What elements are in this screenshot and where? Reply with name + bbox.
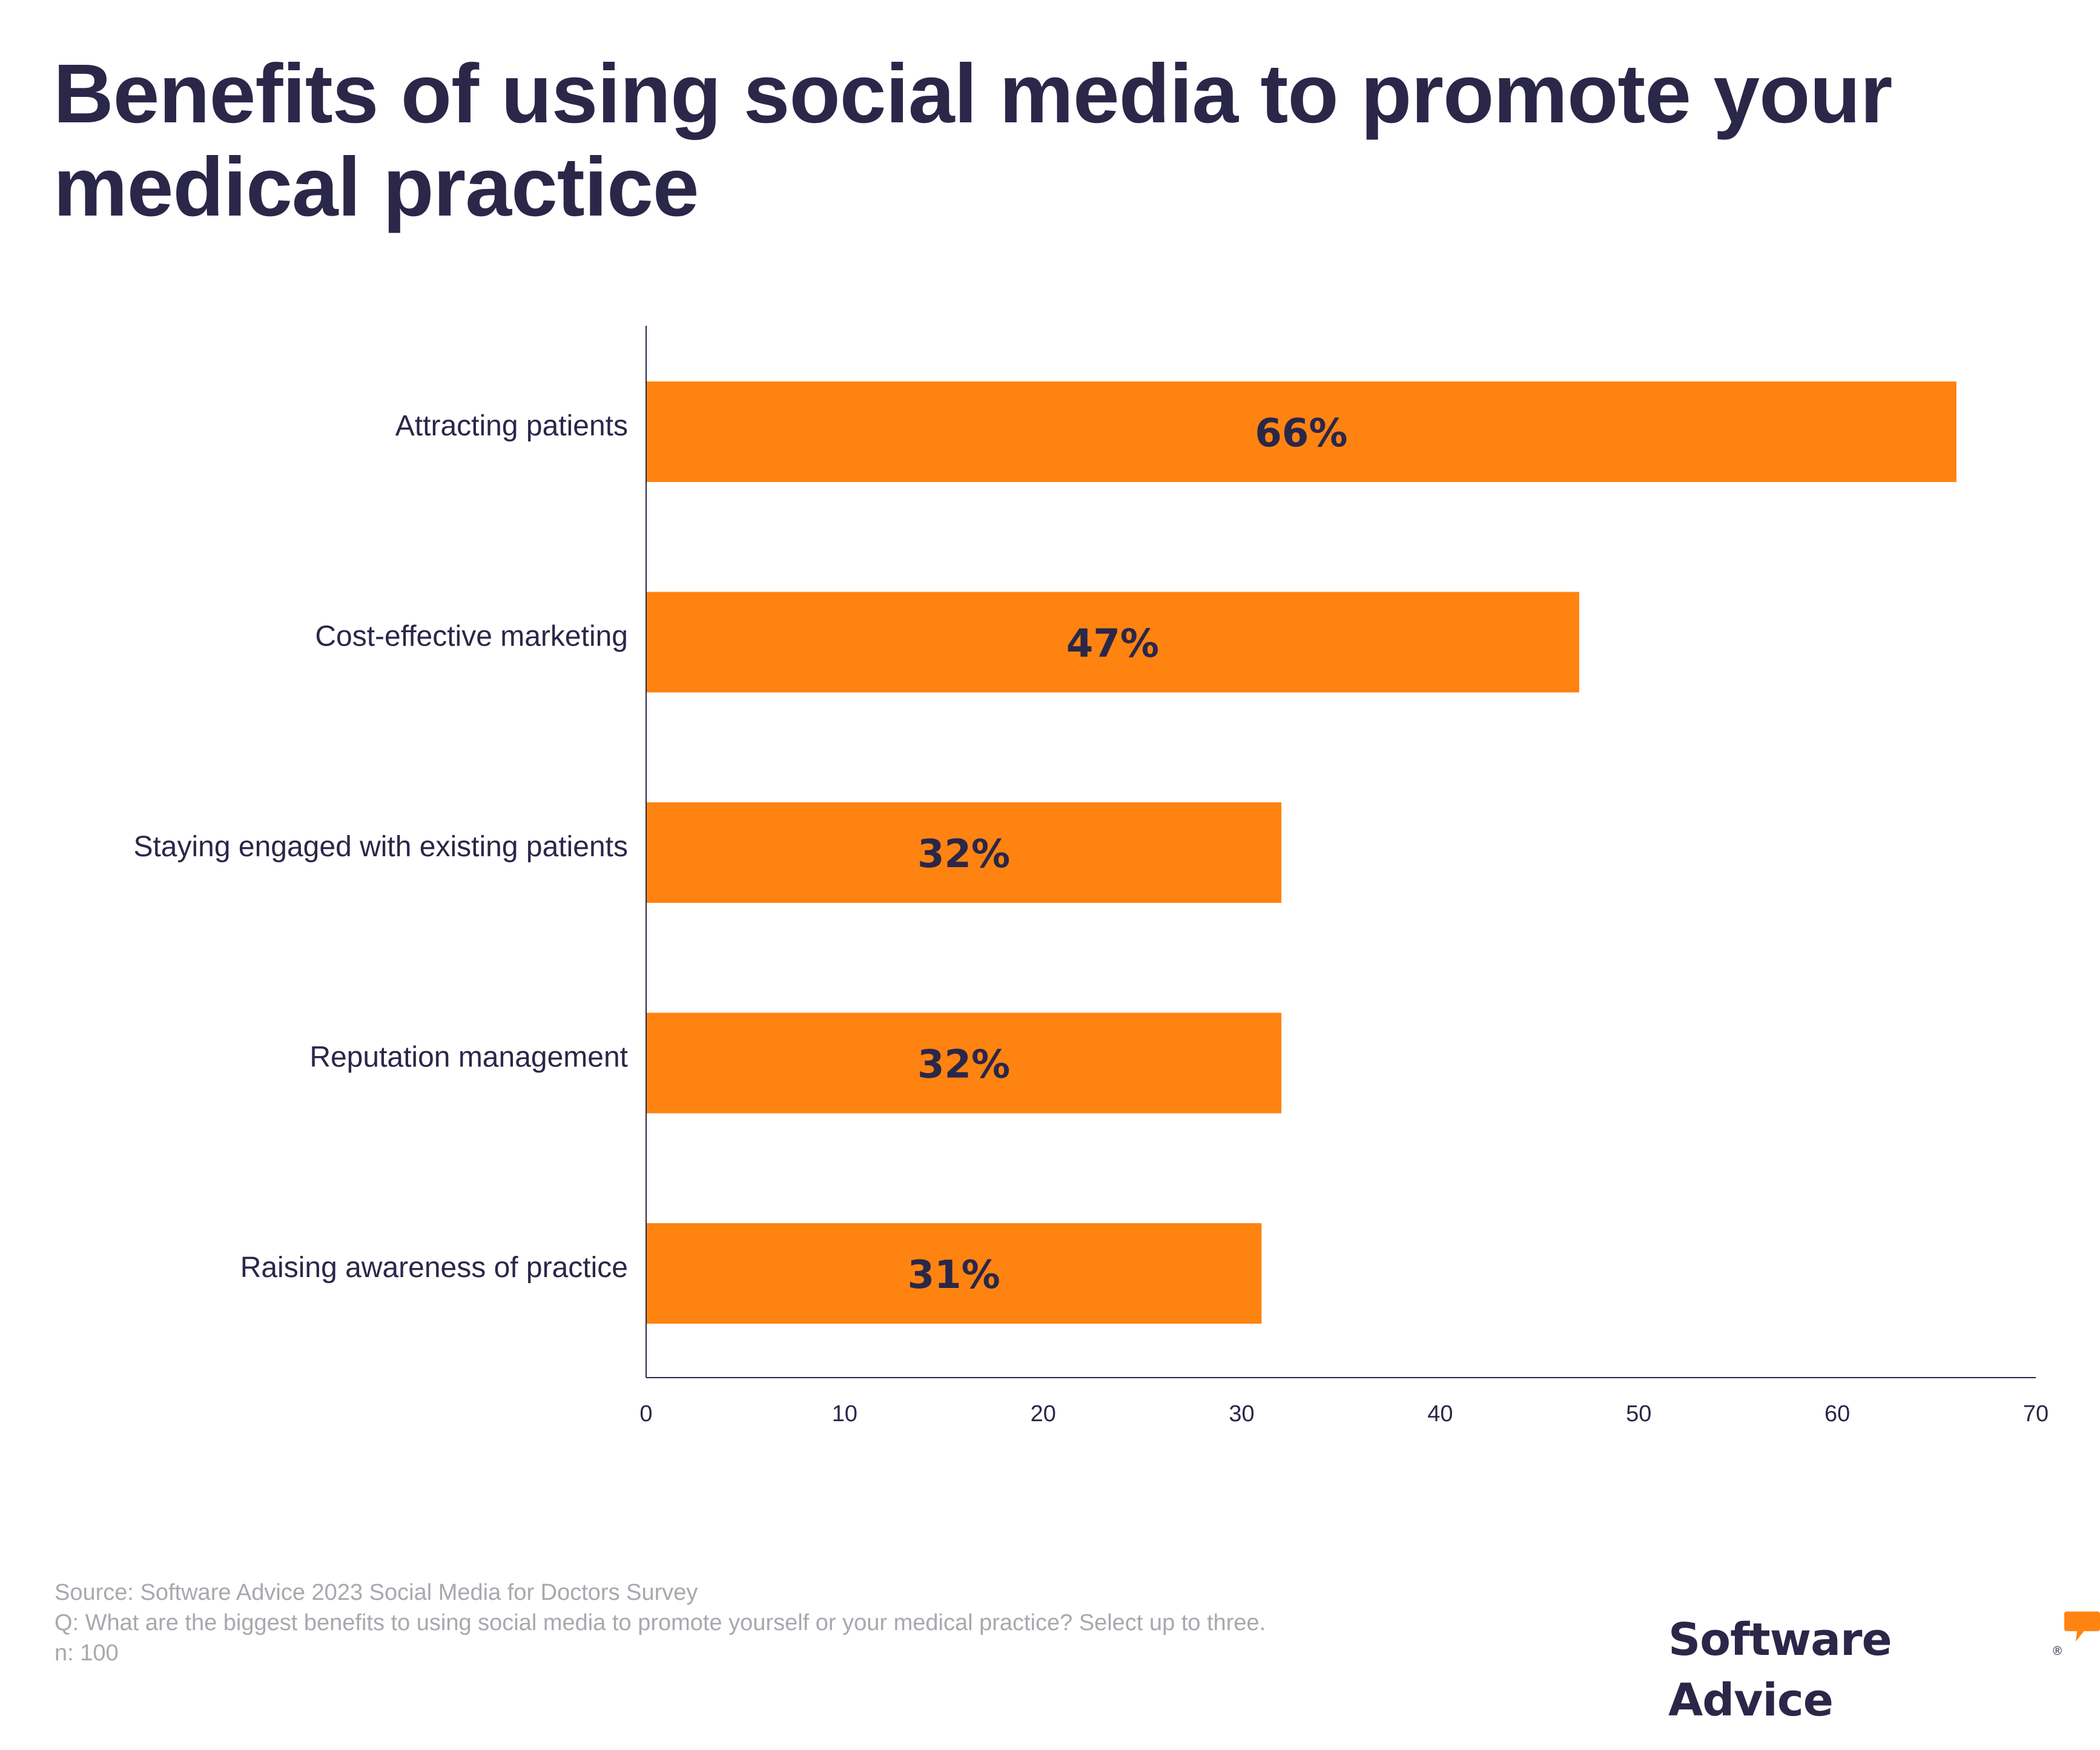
- category-label-4: Raising awareness of practice: [240, 1252, 628, 1284]
- chart-footer: Source: Software Advice 2023 Social Medi…: [54, 1577, 1266, 1668]
- category-label-1: Cost-effective marketing: [315, 621, 628, 653]
- chart-title: Benefits of using social media to promot…: [53, 47, 1892, 234]
- x-tick-label-4: 40: [1427, 1401, 1453, 1427]
- bar-3: [646, 1012, 1282, 1114]
- bar-4: [646, 1223, 1262, 1324]
- category-label-3: Reputation management: [309, 1042, 628, 1074]
- category-label-2: Staying engaged with existing patients: [133, 831, 628, 863]
- x-tick-label-1: 10: [832, 1401, 857, 1427]
- x-tick-label-7: 70: [2023, 1401, 2049, 1427]
- x-tick-label-3: 30: [1229, 1401, 1254, 1427]
- sample-size: n: 100: [54, 1640, 119, 1666]
- data-label-0: 66%: [1255, 411, 1347, 456]
- bar-chart: 66% Attracting patients 47% Cost-effective …: [133, 326, 2049, 1427]
- survey-question: Q: What are the biggest benefits to usin…: [54, 1610, 1266, 1636]
- data-label-2: 32%: [917, 832, 1010, 877]
- x-tick-label-6: 60: [1824, 1401, 1850, 1427]
- data-label-4: 31%: [908, 1253, 1000, 1298]
- logo-registered-mark: ®: [2053, 1645, 2062, 1658]
- logo-text: Software Advice: [1668, 1614, 1892, 1726]
- x-tick-label-2: 20: [1031, 1401, 1056, 1427]
- bar-1: [646, 592, 1579, 693]
- data-label-3: 32%: [917, 1043, 1010, 1088]
- software-advice-logo: Software Advice ®: [1668, 1610, 2100, 1726]
- bar-0: [646, 381, 1956, 482]
- source-note: Source: Software Advice 2023 Social Medi…: [54, 1580, 698, 1605]
- x-tick-label-0: 0: [639, 1401, 652, 1427]
- x-tick-label-5: 50: [1626, 1401, 1651, 1427]
- speech-bubble-icon: [2064, 1611, 2100, 1642]
- bar-2: [646, 802, 1282, 903]
- data-label-1: 47%: [1066, 622, 1159, 667]
- category-label-0: Attracting patients: [395, 410, 628, 442]
